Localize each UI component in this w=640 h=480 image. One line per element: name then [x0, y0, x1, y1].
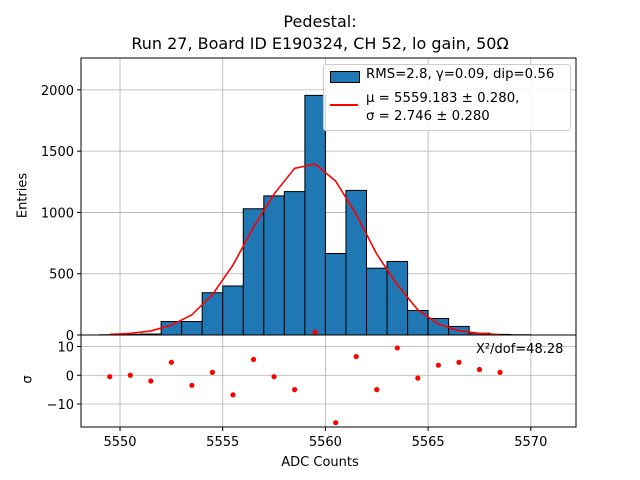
chart-subtitle: Run 27, Board ID E190324, CH 52, lo gain… — [131, 34, 509, 53]
residual-point — [333, 420, 339, 426]
x-tick-label: 5570 — [514, 435, 547, 450]
residual-point — [353, 353, 359, 360]
x-axis-label: ADC Counts — [281, 455, 359, 470]
chart-title: Pedestal: — [283, 12, 357, 31]
residual-point — [415, 375, 421, 381]
residual-point — [312, 329, 318, 335]
x-tick-label: 5560 — [309, 435, 342, 450]
chi2-annotation: X²/dof=48.28 — [476, 342, 564, 357]
residual-point — [209, 369, 216, 375]
legend: RMS=2.8, γ=0.09, dip=0.56 μ = 5559.183 ±… — [323, 64, 571, 131]
residual-point — [189, 382, 195, 388]
top-y-tick-label: 1000 — [41, 206, 74, 221]
bottom-y-axis-label: σ — [20, 375, 36, 384]
legend-bar-label: RMS=2.8, γ=0.09, dip=0.56 — [366, 67, 555, 82]
top-y-axis-label: Entries — [15, 172, 31, 219]
residual-point — [250, 356, 257, 363]
histogram-bar — [324, 252, 347, 336]
residual-point — [148, 378, 154, 384]
residual-point — [271, 374, 277, 380]
residual-point — [374, 387, 380, 393]
histogram-bar — [181, 321, 203, 336]
residual-point — [127, 372, 133, 378]
bottom-y-tick-label: −10 — [47, 398, 74, 413]
residual-point — [476, 366, 483, 373]
histogram-bar — [365, 267, 388, 336]
residual-point — [497, 369, 503, 375]
histogram-bar — [304, 94, 326, 336]
residual-point — [435, 362, 441, 368]
histogram-bar — [222, 285, 244, 336]
residual-point — [107, 374, 113, 380]
histogram-bar — [263, 195, 285, 336]
fit-line — [109, 163, 501, 336]
histogram-bar — [386, 260, 409, 336]
legend-bar-swatch — [330, 71, 360, 83]
legend-fit-sigma: σ = 2.746 ± 0.280 — [366, 109, 490, 124]
residual-point — [456, 359, 462, 365]
residual-point — [230, 392, 236, 398]
residual-point — [394, 345, 400, 351]
histogram-bar — [345, 189, 367, 336]
legend-fit-swatch — [330, 104, 358, 106]
x-tick-label: 5550 — [103, 435, 136, 450]
top-y-tick-label: 0 — [66, 329, 74, 344]
legend-fit-mu: μ = 5559.183 ± 0.280, — [366, 91, 520, 106]
bottom-y-tick-label: 10 — [57, 341, 74, 356]
histogram-bar — [283, 191, 306, 336]
x-tick-label: 5565 — [412, 435, 445, 450]
top-y-tick-label: 2000 — [41, 84, 74, 99]
top-y-tick-label: 500 — [49, 268, 74, 283]
top-y-tick-label: 1500 — [41, 145, 74, 160]
residual-point — [168, 359, 174, 365]
legend-fit-label: μ = 5559.183 ± 0.280, σ = 2.746 ± 0.280 — [366, 90, 519, 126]
histogram-bar — [160, 321, 183, 336]
residual-point — [292, 387, 298, 393]
bottom-y-tick-label: 0 — [66, 369, 74, 384]
histogram-bar — [201, 292, 224, 336]
x-tick-label: 5555 — [206, 435, 239, 450]
bottom-plot-frame — [80, 334, 577, 428]
